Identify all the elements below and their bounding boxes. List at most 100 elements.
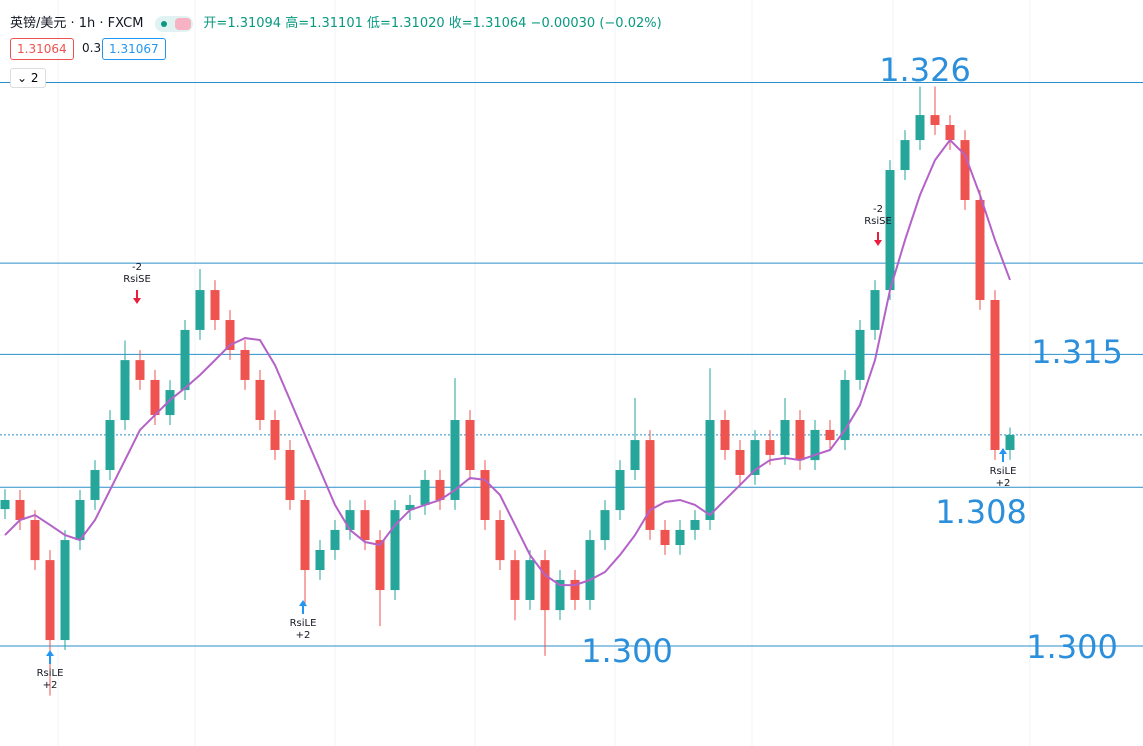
- candle-body: [900, 140, 910, 171]
- candle-body: [975, 199, 985, 300]
- signal: RsiLE+2: [990, 448, 1017, 489]
- signal-qty: -2: [873, 204, 883, 215]
- spread: 0.3: [82, 41, 102, 55]
- candle-body: [105, 420, 115, 471]
- candle-body: [525, 560, 535, 600]
- candle-body: [450, 420, 460, 500]
- candle-body: [330, 529, 340, 550]
- candle-body: [240, 349, 250, 380]
- header: 英镑/美元 · 1h · FXCM 开=1.31094 高=1.31101 低=1…: [10, 12, 662, 32]
- candle-body: [420, 479, 430, 505]
- candle-body: [750, 440, 760, 475]
- candle-body: [660, 529, 670, 546]
- ohlc: 开=1.31094 高=1.31101 低=1.31020 收=1.31064 …: [203, 16, 662, 31]
- candle-body: [825, 429, 835, 441]
- candle-body: [1005, 434, 1015, 450]
- signal-label: RsiLE: [990, 466, 1017, 477]
- signal-qty: +2: [43, 680, 58, 691]
- candle-body: [270, 420, 280, 450]
- candle-body: [570, 579, 580, 600]
- candle-body: [555, 579, 565, 611]
- signal-qty: +2: [296, 630, 311, 641]
- candle-body: [585, 540, 595, 600]
- candle-body: [120, 360, 130, 421]
- candle-body: [990, 299, 1000, 450]
- candle-body: [225, 320, 235, 350]
- signal-arrow: [299, 600, 307, 614]
- candle-body: [540, 560, 550, 611]
- candle-body: [495, 520, 505, 561]
- signal-arrow: [46, 650, 54, 664]
- candle-body: [150, 379, 160, 416]
- candle-body: [210, 290, 220, 321]
- candle-body: [840, 379, 850, 441]
- candle-body: [810, 429, 820, 461]
- candle-body: [360, 510, 370, 541]
- signal-qty: +2: [996, 478, 1011, 489]
- candle-body: [600, 510, 610, 541]
- candle-body: [195, 290, 205, 330]
- candle-body: [345, 510, 355, 530]
- signal-label: RsiLE: [290, 618, 317, 629]
- moving-average: [4, 138, 1011, 587]
- candle-body: [435, 479, 445, 500]
- candle-body: [510, 560, 520, 600]
- signal-arrow: [133, 290, 141, 304]
- candle-body: [705, 420, 715, 521]
- candle-body: [75, 499, 85, 541]
- candle-body: [405, 504, 415, 511]
- candle-body: [915, 115, 925, 141]
- price-annotation: 1.300: [581, 632, 673, 670]
- candle-body: [615, 470, 625, 511]
- grid: [57, 0, 1031, 746]
- signal: RsiLE+2: [37, 650, 64, 691]
- price-annotation: 1.315: [1031, 333, 1123, 371]
- signal-label: RsiLE: [37, 668, 64, 679]
- candle-body: [375, 540, 385, 591]
- candle-body: [255, 379, 265, 421]
- candle-body: [735, 449, 745, 475]
- candle-body: [690, 520, 700, 530]
- candle-body: [285, 449, 295, 500]
- candle-body: [165, 390, 175, 416]
- candle-body: [630, 440, 640, 471]
- signal-qty: -2: [132, 262, 142, 273]
- price-annotation: 1.300: [1026, 628, 1118, 666]
- candle-body: [15, 499, 25, 521]
- signal-label: RsiSE: [123, 274, 151, 285]
- candle-body: [300, 499, 310, 571]
- signal-label: RsiSE: [864, 216, 892, 227]
- sell-button[interactable]: 1.31064: [10, 38, 74, 60]
- candle-body: [885, 170, 895, 291]
- candle-body: [390, 510, 400, 591]
- price-annotation: 1.308: [935, 493, 1027, 531]
- indicator-count: 2: [30, 71, 39, 85]
- signal-arrow: [999, 448, 1007, 462]
- indicator-toggle[interactable]: ⌄ 2: [10, 68, 46, 88]
- signal: RsiLE+2: [290, 600, 317, 641]
- candle-body: [855, 329, 865, 380]
- candle-body: [870, 290, 880, 330]
- signal: RsiSE-2: [123, 262, 151, 304]
- signal: RsiSE-2: [864, 204, 892, 246]
- candle-body: [135, 360, 145, 380]
- candle-body: [945, 124, 955, 141]
- symbol: 英镑/美元 · 1h · FXCM: [10, 16, 144, 31]
- candle-body: [795, 420, 805, 461]
- candle-body: [930, 115, 940, 125]
- candle-body: [30, 520, 40, 561]
- candle-body: [0, 499, 10, 510]
- candle-body: [765, 440, 775, 455]
- signal-arrow: [874, 232, 882, 246]
- candle-body: [960, 140, 970, 200]
- candle-body: [60, 540, 70, 641]
- candle-body: [645, 440, 655, 530]
- candle-body: [480, 470, 490, 521]
- candle-body: [180, 329, 190, 391]
- candle-body: [90, 470, 100, 500]
- toggle[interactable]: [155, 15, 194, 32]
- candle-body: [780, 420, 790, 455]
- buy-button[interactable]: 1.31067: [102, 38, 166, 60]
